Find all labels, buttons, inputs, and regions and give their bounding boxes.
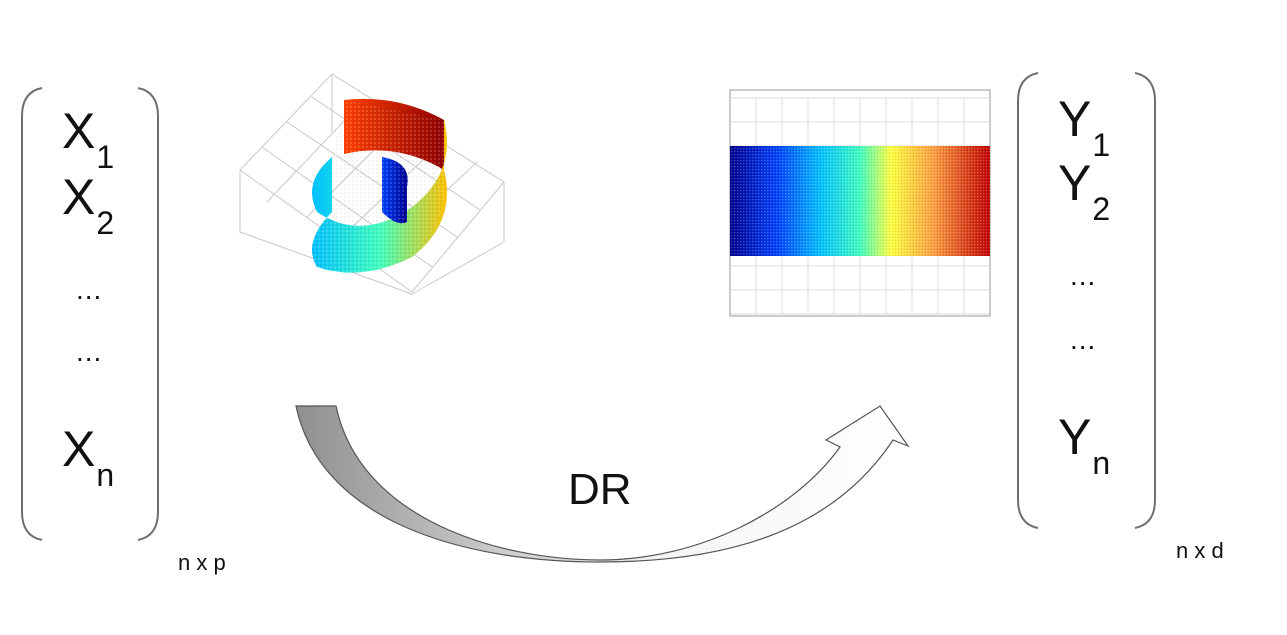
matrix-y-entry-1: Y1 bbox=[1058, 91, 1111, 163]
roll-speckle bbox=[312, 100, 447, 273]
matrix-y-entry-2: Y2 bbox=[1058, 155, 1111, 227]
matrix-x-dims: n x p bbox=[178, 550, 226, 575]
matrix-y-dims: n x d bbox=[1176, 538, 1224, 563]
embedding-2d-plot bbox=[729, 89, 991, 317]
right-bracket-y bbox=[1134, 72, 1156, 529]
matrix-x-entry-2: X2 bbox=[62, 169, 115, 241]
matrix-x-entry-n: Xn bbox=[62, 421, 115, 493]
swiss-roll-3d-plot bbox=[239, 73, 505, 295]
matrix-y-entry-n: Yn bbox=[1058, 409, 1111, 481]
dr-label: DR bbox=[568, 465, 632, 514]
right-bracket-x bbox=[137, 87, 159, 541]
left-bracket-y bbox=[1017, 72, 1039, 529]
matrix-y-ellipsis-1: ... bbox=[1070, 260, 1097, 291]
left-bracket-x bbox=[21, 87, 43, 541]
matrix-x-ellipsis-1: ... bbox=[76, 274, 103, 305]
embedding-speckle bbox=[730, 146, 990, 256]
dr-arrow-body bbox=[295, 405, 910, 563]
matrix-y-ellipsis-2: ... bbox=[1070, 324, 1097, 355]
matrix-x-ellipsis-2: ... bbox=[76, 336, 103, 367]
matrix-x-entry-1: X1 bbox=[62, 103, 115, 175]
